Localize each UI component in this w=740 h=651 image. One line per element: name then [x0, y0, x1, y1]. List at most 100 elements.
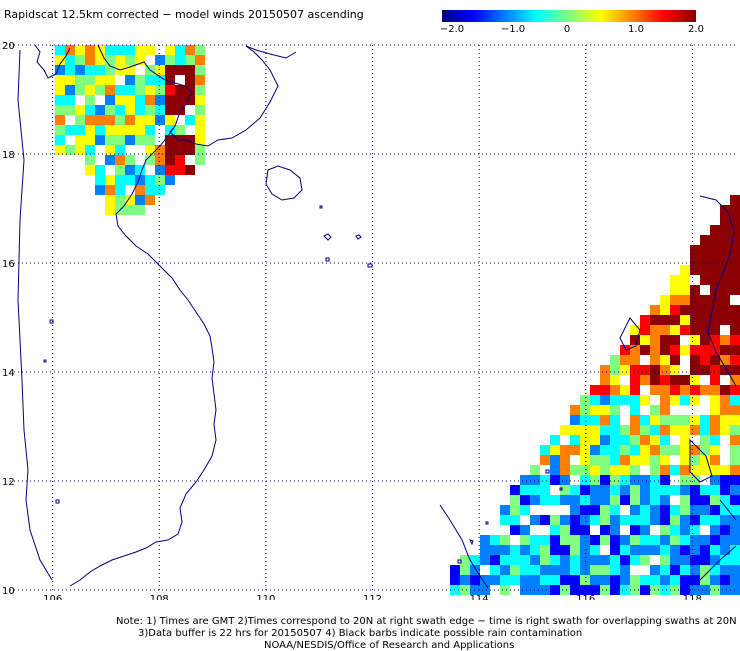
data-cell: [630, 415, 640, 425]
data-cell: [720, 495, 730, 505]
data-cell: [165, 75, 175, 85]
data-cell: [115, 195, 125, 205]
data-cell: [75, 85, 85, 95]
data-cell: [75, 75, 85, 85]
data-cell: [185, 75, 195, 85]
data-cell: [500, 575, 510, 585]
data-cell: [700, 565, 710, 575]
data-cell: [580, 555, 590, 565]
data-cell: [640, 345, 650, 355]
data-cell: [560, 465, 570, 475]
data-cell: [730, 225, 740, 235]
data-cell: [590, 505, 600, 515]
data-cell: [630, 325, 640, 335]
data-cell: [55, 105, 65, 115]
data-cell: [650, 475, 660, 485]
data-cell: [75, 105, 85, 115]
data-cell: [700, 455, 710, 465]
latitude-tick-label: 14: [2, 368, 15, 379]
data-cell: [610, 445, 620, 455]
data-cell: [610, 485, 620, 495]
data-cell: [540, 445, 550, 455]
data-cell: [540, 555, 550, 565]
data-cell: [175, 105, 185, 115]
data-cell: [650, 515, 660, 525]
data-cell: [630, 445, 640, 455]
data-cell: [510, 575, 520, 585]
coastline-hainan: [265, 165, 303, 201]
data-cell: [730, 555, 740, 565]
data-cell: [710, 505, 720, 515]
data-cell: [670, 305, 680, 315]
data-cell: [550, 435, 560, 445]
data-cell: [600, 425, 610, 435]
data-cell: [660, 565, 670, 575]
data-cell: [620, 425, 630, 435]
data-cell: [520, 575, 530, 585]
data-cell: [640, 315, 650, 325]
data-cell: [720, 555, 730, 565]
data-cell: [105, 95, 115, 105]
data-cell: [720, 525, 730, 535]
data-cell: [490, 565, 500, 575]
data-cell: [660, 495, 670, 505]
data-cell: [500, 555, 510, 565]
data-cell: [610, 555, 620, 565]
data-cell: [650, 545, 660, 555]
data-cell: [490, 575, 500, 585]
data-cell: [650, 465, 660, 475]
data-cell: [720, 315, 730, 325]
data-cell: [730, 245, 740, 255]
data-cell: [570, 495, 580, 505]
data-cell: [570, 465, 580, 475]
data-cell: [540, 575, 550, 585]
data-cell: [530, 535, 540, 545]
data-cell: [490, 545, 500, 555]
data-cell: [670, 445, 680, 455]
data-cell: [620, 575, 630, 585]
data-cell: [620, 495, 630, 505]
data-cell: [570, 545, 580, 555]
data-cell: [710, 365, 720, 375]
data-cell: [630, 575, 640, 585]
data-cell: [710, 575, 720, 585]
data-cell: [640, 395, 650, 405]
data-cell: [700, 435, 710, 445]
data-cell: [510, 565, 520, 575]
note-line-3: NOAA/NESDIS/Office of Research and Appli…: [264, 640, 515, 651]
data-cell: [730, 325, 740, 335]
data-cell: [680, 275, 690, 285]
data-cell: [710, 495, 720, 505]
data-cell: [660, 415, 670, 425]
data-cell: [730, 375, 740, 385]
data-cell: [530, 495, 540, 505]
data-cell: [65, 45, 75, 55]
data-cell: [540, 485, 550, 495]
data-cell: [600, 395, 610, 405]
data-cell: [570, 435, 580, 445]
data-cell: [610, 565, 620, 575]
data-cell: [660, 485, 670, 495]
data-cell: [580, 535, 590, 545]
data-cell: [550, 535, 560, 545]
data-cell: [670, 465, 680, 475]
data-cell: [600, 525, 610, 535]
note-line-1: Note: 1) Times are GMT 2)Times correspon…: [116, 616, 737, 627]
data-cell: [500, 515, 510, 525]
data-cell: [530, 515, 540, 525]
data-cell: [630, 515, 640, 525]
data-cell: [165, 165, 175, 175]
data-cell: [660, 575, 670, 585]
data-cell: [620, 385, 630, 395]
data-cell: [660, 455, 670, 465]
data-cell: [460, 565, 470, 575]
data-cell: [640, 535, 650, 545]
data-cell: [560, 565, 570, 575]
data-cell: [650, 575, 660, 585]
data-cell: [730, 305, 740, 315]
data-cell: [720, 295, 730, 305]
data-cell: [580, 475, 590, 485]
data-cell: [660, 365, 670, 375]
data-cell: [610, 365, 620, 375]
data-cell: [710, 285, 720, 295]
